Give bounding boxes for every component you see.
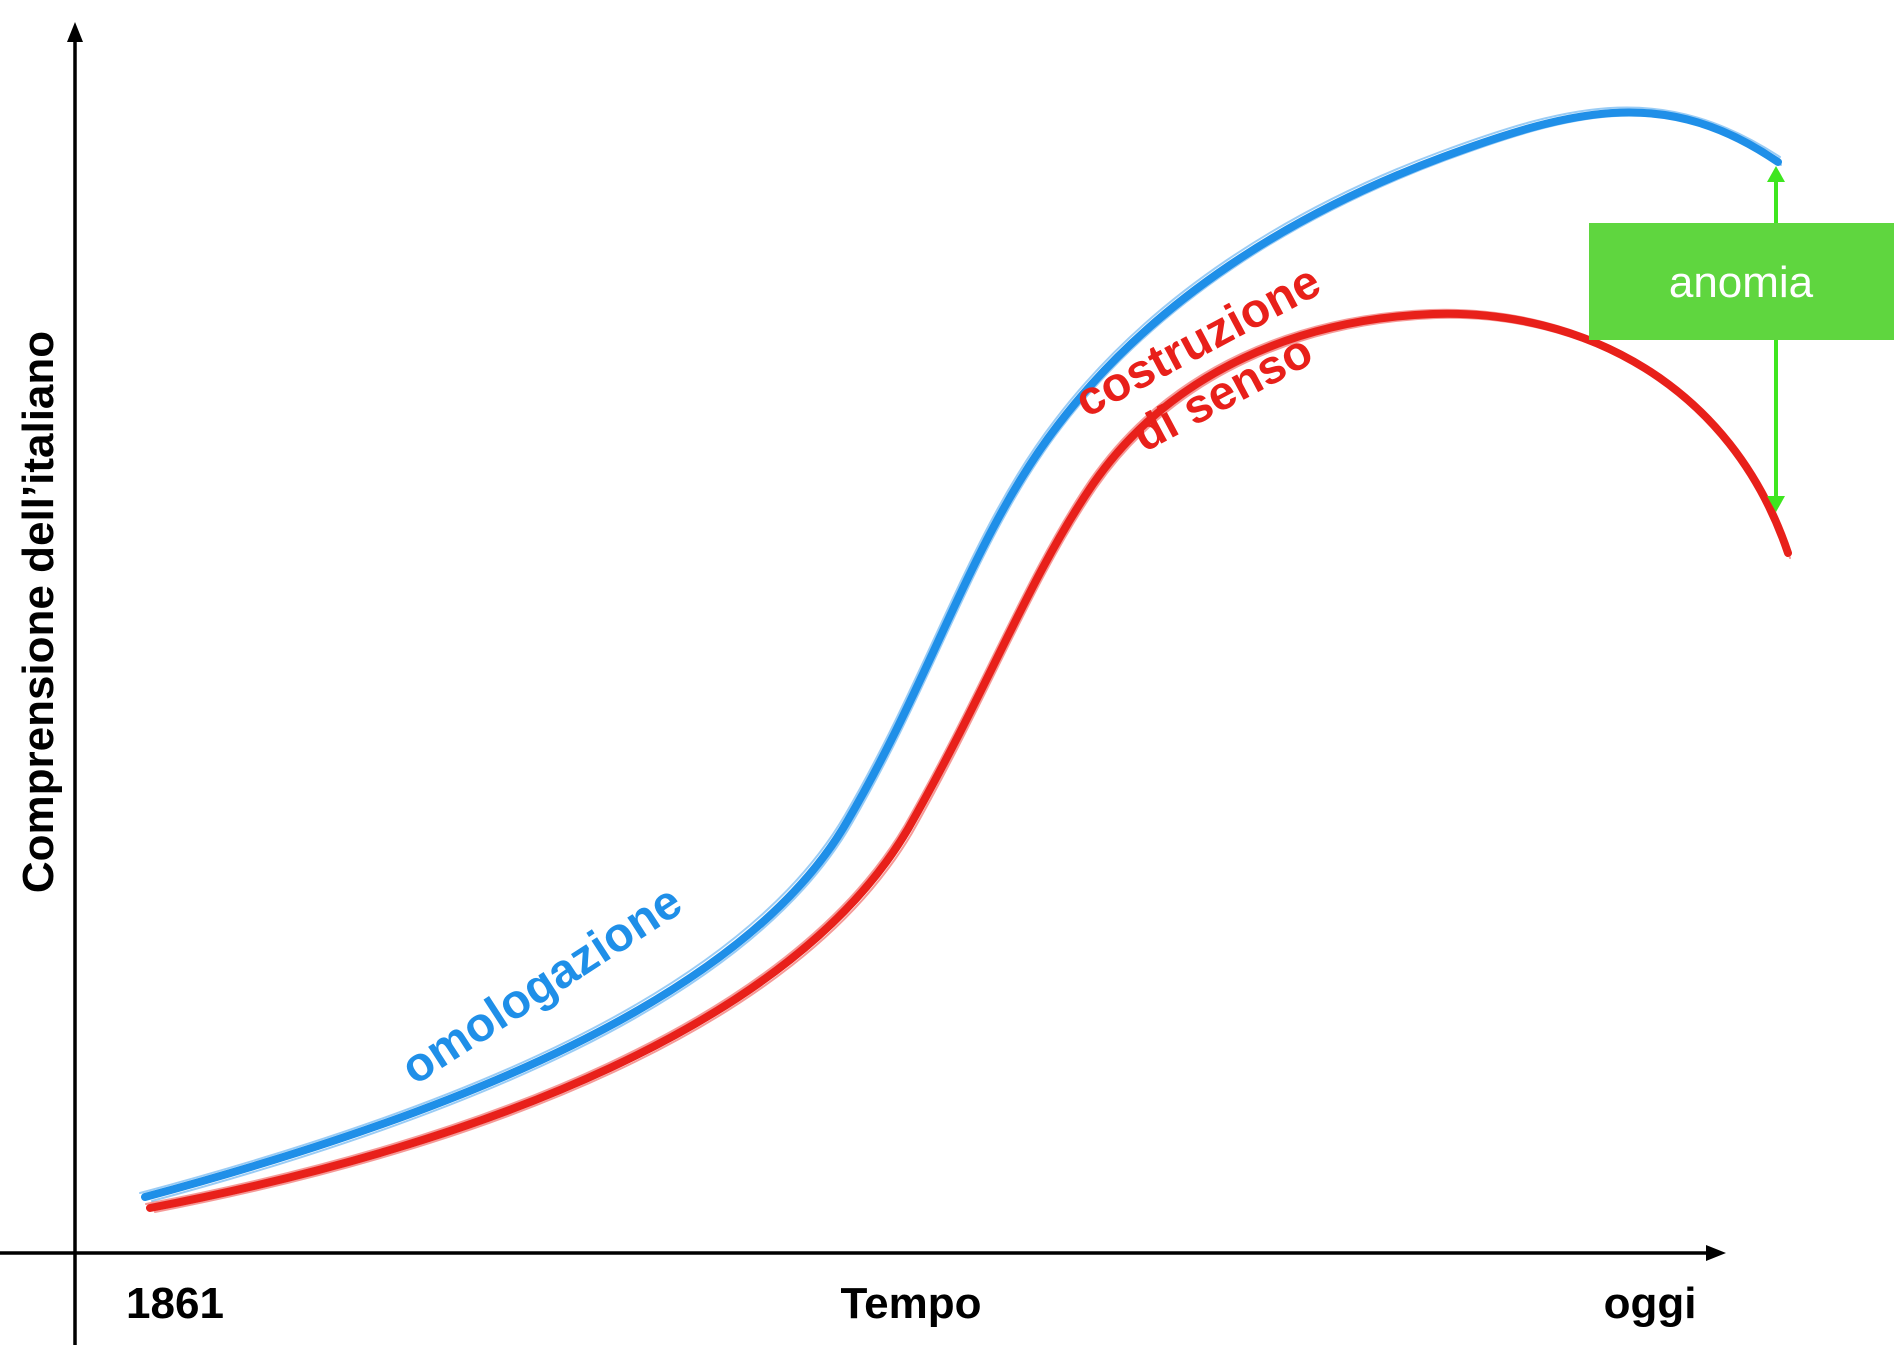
anomia-arrow-head-up (1767, 166, 1785, 182)
x-axis-label: Tempo (841, 1279, 982, 1328)
y-axis-arrowhead (67, 22, 83, 42)
x-axis-end-label: oggi (1604, 1279, 1697, 1328)
costruzione-di-senso-curve (145, 308, 1792, 1213)
omologazione-curve-sketch-upper (139, 106, 1781, 1194)
x-axis-start-label: 1861 (126, 1279, 224, 1328)
costruzione-di-senso-curve-sketch-upper (145, 308, 1788, 1205)
omologazione-curve-line (141, 108, 1782, 1201)
omologazione-curve-sketch-lower (151, 114, 1782, 1202)
y-axis-label: Comprensione dell’italiano (14, 331, 63, 893)
anomia-label: anomia (1669, 258, 1814, 307)
omologazione-curve (139, 106, 1782, 1202)
anomia-gap-indicator: anomia (1589, 166, 1894, 512)
costruzione-di-senso-curve-line (146, 309, 1792, 1212)
axes (0, 22, 1726, 1345)
costruzione-di-senso-curve-sketch-lower (154, 316, 1791, 1213)
anomia-arrow-head-down (1767, 496, 1785, 512)
x-axis-arrowhead (1706, 1245, 1726, 1261)
anomia-badge (1589, 223, 1894, 340)
